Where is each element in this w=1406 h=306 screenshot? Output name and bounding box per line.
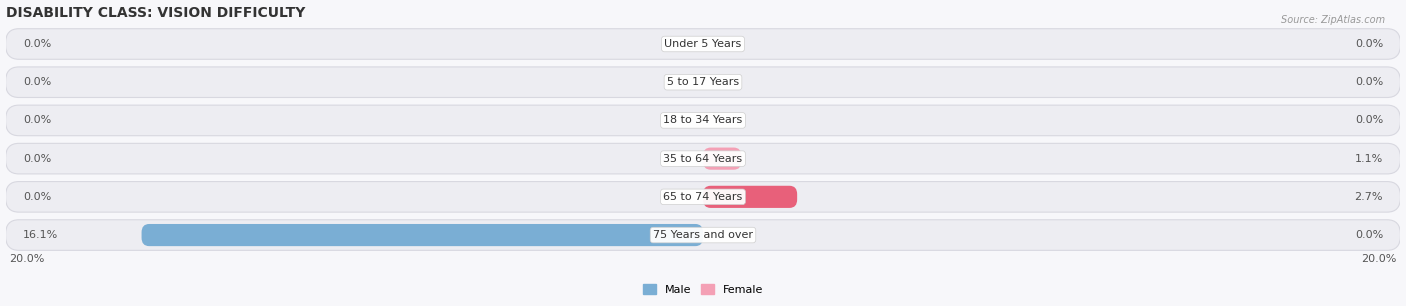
Text: 1.1%: 1.1% [1355, 154, 1384, 164]
Text: Source: ZipAtlas.com: Source: ZipAtlas.com [1281, 15, 1385, 25]
FancyBboxPatch shape [6, 181, 1400, 212]
Text: 18 to 34 Years: 18 to 34 Years [664, 115, 742, 125]
Text: 0.0%: 0.0% [22, 77, 51, 87]
FancyBboxPatch shape [6, 29, 1400, 59]
Text: 0.0%: 0.0% [1355, 39, 1384, 49]
Text: 0.0%: 0.0% [1355, 115, 1384, 125]
Text: 20.0%: 20.0% [1361, 254, 1398, 264]
Text: 35 to 64 Years: 35 to 64 Years [664, 154, 742, 164]
Text: 0.0%: 0.0% [1355, 230, 1384, 240]
FancyBboxPatch shape [6, 67, 1400, 98]
Text: 0.0%: 0.0% [22, 115, 51, 125]
Text: 20.0%: 20.0% [8, 254, 45, 264]
Text: 0.0%: 0.0% [1355, 77, 1384, 87]
FancyBboxPatch shape [703, 147, 741, 170]
Text: 75 Years and over: 75 Years and over [652, 230, 754, 240]
Text: 0.0%: 0.0% [22, 192, 51, 202]
Text: DISABILITY CLASS: VISION DIFFICULTY: DISABILITY CLASS: VISION DIFFICULTY [6, 6, 305, 20]
Text: 2.7%: 2.7% [1354, 192, 1384, 202]
FancyBboxPatch shape [6, 220, 1400, 250]
FancyBboxPatch shape [6, 105, 1400, 136]
FancyBboxPatch shape [142, 224, 703, 246]
Text: 0.0%: 0.0% [22, 39, 51, 49]
FancyBboxPatch shape [6, 143, 1400, 174]
Text: 16.1%: 16.1% [22, 230, 58, 240]
Legend: Male, Female: Male, Female [638, 279, 768, 299]
FancyBboxPatch shape [703, 186, 797, 208]
Text: 0.0%: 0.0% [22, 154, 51, 164]
Text: 5 to 17 Years: 5 to 17 Years [666, 77, 740, 87]
Text: 65 to 74 Years: 65 to 74 Years [664, 192, 742, 202]
Text: Under 5 Years: Under 5 Years [665, 39, 741, 49]
